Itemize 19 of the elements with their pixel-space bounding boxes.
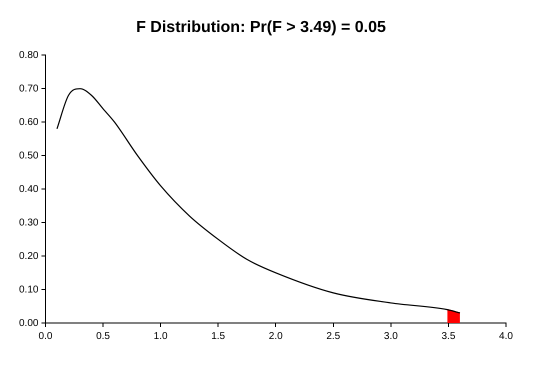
x-tick-label: 2.0: [268, 330, 284, 342]
y-tick-label: 0.30: [18, 217, 39, 228]
x-tick-label: 0.5: [96, 330, 110, 342]
y-tick-label: 0.50: [18, 150, 39, 162]
y-tick-label: 0.60: [18, 116, 39, 128]
chart-title: F Distribution: Pr(F > 3.49) = 0.05: [136, 19, 386, 36]
x-tick-label: 3.5: [441, 330, 456, 342]
y-tick-label: 0.80: [18, 50, 39, 61]
y-tick-label: 0.20: [18, 250, 39, 262]
y-tick-label: 0.70: [18, 83, 39, 94]
y-tick-label: 0.40: [18, 184, 39, 195]
y-tick-label: 0.00: [18, 318, 39, 329]
x-tick-label: 3.0: [384, 330, 398, 342]
y-tick-label: 0.10: [18, 284, 39, 296]
x-tick-label: 4.0: [499, 330, 514, 342]
x-tick-label: 1.5: [211, 330, 226, 342]
x-tick-label: 0.0: [38, 330, 53, 342]
x-tick-label: 2.5: [326, 330, 341, 342]
x-tick-label: 1.0: [154, 330, 168, 342]
